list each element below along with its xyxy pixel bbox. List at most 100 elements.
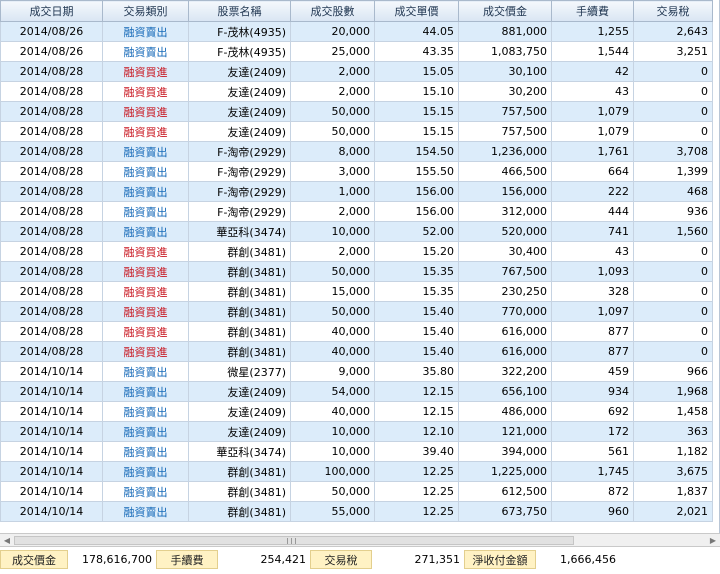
table-row[interactable]: 2014/08/26 融資賣出 F-茂林(4935) 20,000 44.05 881,0… bbox=[0, 21, 713, 42]
cell-shares: 15,000 bbox=[290, 281, 375, 302]
cell-amount: 30,200 bbox=[458, 81, 552, 102]
table-row[interactable]: 2014/10/14 融資賣出 群創(3481) 50,000 12.25 612,500… bbox=[0, 481, 713, 502]
table-row[interactable]: 2014/10/14 融資賣出 群創(3481) 100,000 12.25 1,225,… bbox=[0, 461, 713, 482]
cell-price: 15.35 bbox=[374, 281, 459, 302]
cell-tax: 1,458 bbox=[633, 401, 713, 422]
cell-amount: 612,500 bbox=[458, 481, 552, 502]
col-header-fee[interactable]: 手續費 bbox=[551, 0, 634, 22]
table-row[interactable]: 2014/08/28 融資買進 群創(3481) 50,000 15.40 770,000… bbox=[0, 301, 713, 322]
cell-stock-name: 群創(3481) bbox=[188, 261, 291, 282]
cell-tax: 3,675 bbox=[633, 461, 713, 482]
cell-stock-name: 群創(3481) bbox=[188, 341, 291, 362]
cell-tax: 0 bbox=[633, 81, 713, 102]
cell-tax: 0 bbox=[633, 61, 713, 82]
cell-fee: 459 bbox=[551, 361, 634, 382]
cell-type: 融資賣出 bbox=[102, 441, 189, 462]
cell-stock-name: 友達(2409) bbox=[188, 61, 291, 82]
cell-date: 2014/08/26 bbox=[0, 21, 103, 42]
scrollbar-thumb[interactable] bbox=[14, 536, 574, 545]
cell-amount: 881,000 bbox=[458, 21, 552, 42]
cell-date: 2014/10/14 bbox=[0, 421, 103, 442]
cell-date: 2014/08/28 bbox=[0, 241, 103, 262]
table-row[interactable]: 2014/08/28 融資買進 群創(3481) 40,000 15.40 616,000… bbox=[0, 321, 713, 342]
table-row[interactable]: 2014/08/28 融資買進 群創(3481) 40,000 15.40 616,000… bbox=[0, 341, 713, 362]
table-row[interactable]: 2014/10/14 融資賣出 華亞科(3474) 10,000 39.40 394,00… bbox=[0, 441, 713, 462]
cell-shares: 10,000 bbox=[290, 221, 375, 242]
table-row[interactable]: 2014/10/14 融資賣出 微星(2377) 9,000 35.80 322,200 4… bbox=[0, 361, 713, 382]
table-row[interactable]: 2014/10/14 融資賣出 友達(2409) 54,000 12.15 656,100… bbox=[0, 381, 713, 402]
table-row[interactable]: 2014/08/28 融資買進 友達(2409) 50,000 15.15 757,500… bbox=[0, 121, 713, 142]
cell-type: 融資賣出 bbox=[102, 421, 189, 442]
cell-price: 12.25 bbox=[374, 461, 459, 482]
cell-date: 2014/08/28 bbox=[0, 321, 103, 342]
table-row[interactable]: 2014/08/28 融資賣出 F-淘帝(2929) 3,000 155.50 466,5… bbox=[0, 161, 713, 182]
table-row[interactable]: 2014/08/28 融資買進 群創(3481) 2,000 15.20 30,400 43… bbox=[0, 241, 713, 262]
cell-type: 融資賣出 bbox=[102, 401, 189, 422]
cell-price: 15.10 bbox=[374, 81, 459, 102]
cell-stock-name: F-淘帝(2929) bbox=[188, 161, 291, 182]
cell-date: 2014/10/14 bbox=[0, 441, 103, 462]
table-row[interactable]: 2014/08/28 融資賣出 華亞科(3474) 10,000 52.00 520,00… bbox=[0, 221, 713, 242]
cell-amount: 312,000 bbox=[458, 201, 552, 222]
cell-type: 融資賣出 bbox=[102, 201, 189, 222]
cell-fee: 1,761 bbox=[551, 141, 634, 162]
table-row[interactable]: 2014/08/26 融資賣出 F-茂林(4935) 25,000 43.35 1,083… bbox=[0, 41, 713, 62]
cell-price: 12.25 bbox=[374, 501, 459, 522]
table-row[interactable]: 2014/08/28 融資買進 友達(2409) 50,000 15.15 757,500… bbox=[0, 101, 713, 122]
col-header-name[interactable]: 股票名稱 bbox=[188, 0, 291, 22]
cell-fee: 1,079 bbox=[551, 101, 634, 122]
cell-amount: 322,200 bbox=[458, 361, 552, 382]
cell-price: 44.05 bbox=[374, 21, 459, 42]
trade-records-grid[interactable]: 成交日期 交易類別 股票名稱 成交股數 成交單價 成交價金 手續費 交易稅 20… bbox=[0, 0, 720, 533]
cell-type: 融資賣出 bbox=[102, 381, 189, 402]
cell-type: 融資買進 bbox=[102, 241, 189, 262]
col-header-type[interactable]: 交易類別 bbox=[102, 0, 189, 22]
col-header-shares[interactable]: 成交股數 bbox=[290, 0, 375, 22]
cell-shares: 50,000 bbox=[290, 261, 375, 282]
cell-type: 融資賣出 bbox=[102, 361, 189, 382]
cell-amount: 1,083,750 bbox=[458, 41, 552, 62]
table-row[interactable]: 2014/10/14 融資賣出 友達(2409) 40,000 12.15 486,000… bbox=[0, 401, 713, 422]
cell-stock-name: 友達(2409) bbox=[188, 421, 291, 442]
cell-price: 15.40 bbox=[374, 301, 459, 322]
cell-tax: 0 bbox=[633, 241, 713, 262]
table-row[interactable]: 2014/08/28 融資賣出 F-淘帝(2929) 2,000 156.00 312,0… bbox=[0, 201, 713, 222]
table-row[interactable]: 2014/08/28 融資賣出 F-淘帝(2929) 8,000 154.50 1,236… bbox=[0, 141, 713, 162]
col-header-date[interactable]: 成交日期 bbox=[0, 0, 103, 22]
cell-type: 融資買進 bbox=[102, 301, 189, 322]
cell-shares: 54,000 bbox=[290, 381, 375, 402]
table-row[interactable]: 2014/08/28 融資買進 群創(3481) 15,000 15.35 230,250… bbox=[0, 281, 713, 302]
cell-fee: 42 bbox=[551, 61, 634, 82]
cell-date: 2014/10/14 bbox=[0, 481, 103, 502]
table-row[interactable]: 2014/10/14 融資賣出 友達(2409) 10,000 12.10 121,000… bbox=[0, 421, 713, 442]
cell-fee: 328 bbox=[551, 281, 634, 302]
cell-price: 39.40 bbox=[374, 441, 459, 462]
cell-tax: 1,837 bbox=[633, 481, 713, 502]
table-row[interactable]: 2014/08/28 融資賣出 F-淘帝(2929) 1,000 156.00 156,0… bbox=[0, 181, 713, 202]
cell-fee: 43 bbox=[551, 241, 634, 262]
cell-stock-name: 微星(2377) bbox=[188, 361, 291, 382]
scroll-right-icon[interactable]: ▶ bbox=[709, 536, 717, 545]
cell-date: 2014/10/14 bbox=[0, 401, 103, 422]
table-row[interactable]: 2014/08/28 融資買進 群創(3481) 50,000 15.35 767,500… bbox=[0, 261, 713, 282]
table-row[interactable]: 2014/08/28 融資買進 友達(2409) 2,000 15.05 30,100 42… bbox=[0, 61, 713, 82]
cell-fee: 1,544 bbox=[551, 41, 634, 62]
cell-date: 2014/08/28 bbox=[0, 141, 103, 162]
cell-tax: 0 bbox=[633, 341, 713, 362]
cell-fee: 872 bbox=[551, 481, 634, 502]
cell-shares: 25,000 bbox=[290, 41, 375, 62]
grip-icon bbox=[287, 538, 296, 544]
col-header-amount[interactable]: 成交價金 bbox=[458, 0, 552, 22]
table-row[interactable]: 2014/08/28 融資買進 友達(2409) 2,000 15.10 30,200 43… bbox=[0, 81, 713, 102]
table-row[interactable]: 2014/10/14 融資賣出 群創(3481) 55,000 12.25 673,750… bbox=[0, 501, 713, 522]
col-header-tax[interactable]: 交易稅 bbox=[633, 0, 713, 22]
cell-tax: 0 bbox=[633, 261, 713, 282]
cell-date: 2014/08/28 bbox=[0, 301, 103, 322]
cell-shares: 1,000 bbox=[290, 181, 375, 202]
cell-type: 融資買進 bbox=[102, 121, 189, 142]
col-header-price[interactable]: 成交單價 bbox=[374, 0, 459, 22]
scroll-left-icon[interactable]: ◀ bbox=[3, 536, 11, 545]
cell-date: 2014/10/14 bbox=[0, 501, 103, 522]
horizontal-scrollbar[interactable]: ◀ ▶ bbox=[0, 533, 720, 547]
cell-tax: 0 bbox=[633, 301, 713, 322]
